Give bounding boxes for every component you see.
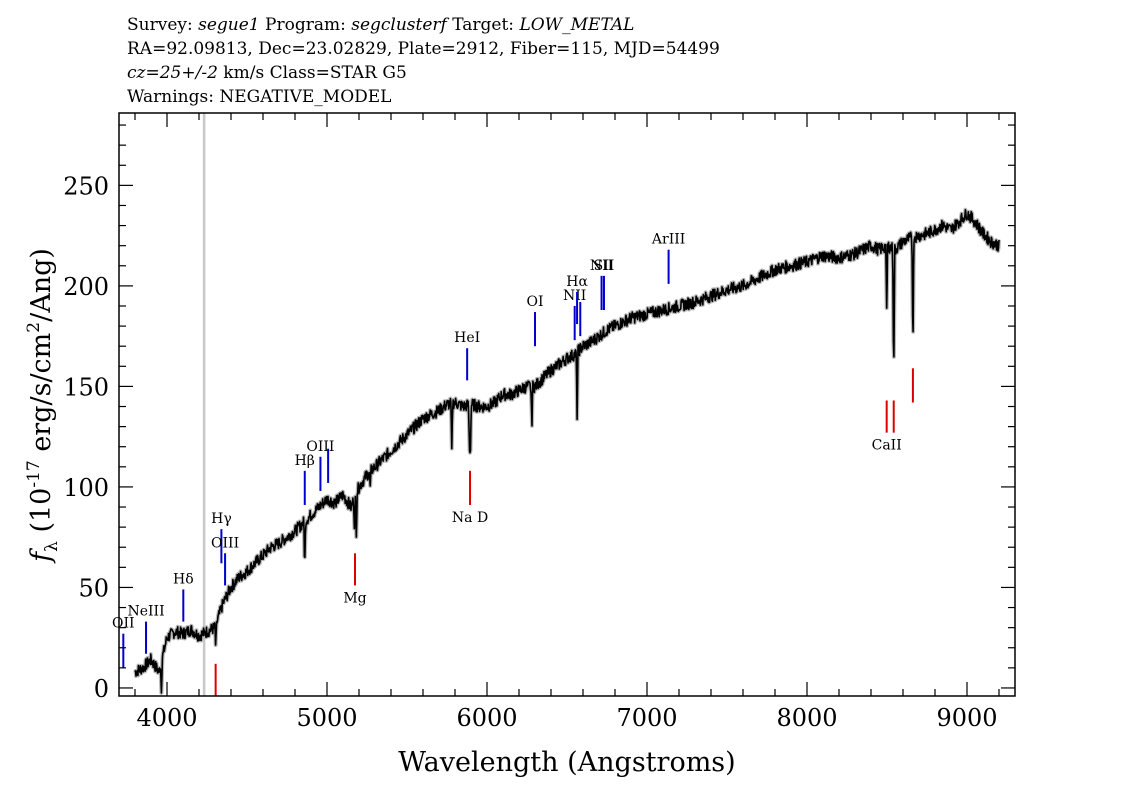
emission-line-label: NeIII (127, 604, 164, 620)
survey-label: Survey: (127, 15, 193, 35)
x-tick-label: 9000 (936, 704, 997, 732)
spectrum-line (134, 209, 1000, 694)
x-tick-label: 8000 (776, 704, 837, 732)
header-line-coordinates: RA=92.09813, Dec=23.02829, Plate=2912, F… (127, 39, 720, 59)
y-tick-label: 250 (63, 172, 109, 200)
emission-line-label: HeI (454, 330, 480, 346)
emission-line-label: Hα (566, 274, 588, 290)
emission-line-label: OIII (306, 439, 334, 455)
x-tick-label: 5000 (296, 704, 357, 732)
emission-line-label: NII (563, 288, 586, 304)
emission-line-label: Hβ (295, 453, 315, 469)
program-value: segclusterf (351, 15, 447, 35)
y-tick-label: 0 (94, 675, 109, 703)
y-tick-label: 200 (63, 273, 109, 301)
header-line-redshift: cz=25+/-2 km/s Class=STAR G5 (127, 61, 720, 85)
emission-line-label: Hδ (173, 571, 194, 587)
emission-line-label: Hγ (211, 511, 232, 527)
x-tick-label: 7000 (616, 704, 677, 732)
header-line-survey: Survey: segue1 Program: segclusterf Targ… (127, 13, 720, 37)
emission-line-label: OI (526, 294, 543, 310)
emission-line-label: SII (594, 258, 615, 274)
x-tick-label: 6000 (456, 704, 517, 732)
target-value: LOW_METAL (519, 15, 635, 35)
x-axis-title: Wavelength (Angstroms) (398, 747, 735, 778)
cz-value: cz=25+/-2 (127, 63, 218, 83)
y-axis-title: fλ (10-17 erg/s/cm2/Ang) (24, 248, 62, 564)
emission-line-label: ArIII (651, 232, 685, 248)
x-tick-label: 4000 (136, 704, 197, 732)
emission-line-label: OII (112, 616, 135, 632)
absorption-line-label: CaII (872, 438, 902, 454)
class-value: km/s Class=STAR G5 (217, 63, 407, 83)
absorption-line-label: Mg (343, 590, 366, 606)
program-label: Program: (265, 15, 346, 35)
y-tick-label: 50 (78, 574, 109, 602)
plot-frame (118, 112, 1016, 697)
absorption-line-label: Na D (452, 510, 488, 526)
survey-value: segue1 (198, 15, 260, 35)
spectrum-header: Survey: segue1 Program: segclusterf Targ… (127, 13, 720, 109)
target-label: Target: (452, 15, 515, 35)
emission-line-label: OIII (211, 535, 239, 551)
y-tick-label: 100 (63, 474, 109, 502)
emission-line-label: NII (590, 258, 613, 274)
header-line-warnings: Warnings: NEGATIVE_MODEL (127, 87, 392, 107)
y-tick-label: 150 (63, 373, 109, 401)
